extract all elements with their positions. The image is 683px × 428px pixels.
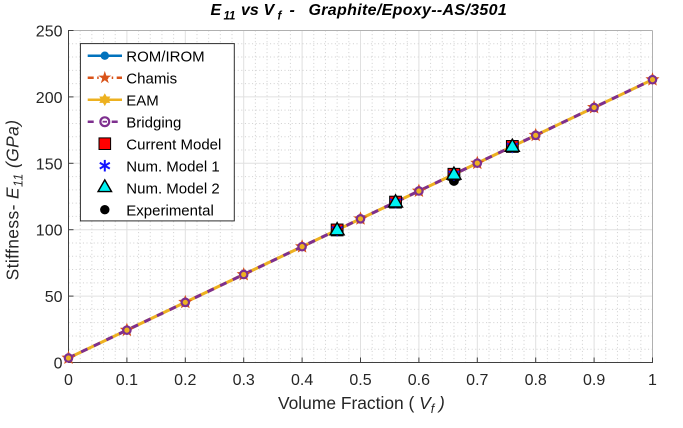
svg-text:Chamis: Chamis <box>126 70 177 87</box>
svg-text:0.1: 0.1 <box>116 372 138 389</box>
svg-text:0.7: 0.7 <box>466 372 488 389</box>
svg-text:1: 1 <box>648 372 657 389</box>
svg-text:0.9: 0.9 <box>583 372 605 389</box>
svg-text:50: 50 <box>45 289 63 306</box>
svg-text:0: 0 <box>54 356 63 373</box>
svg-text:0.6: 0.6 <box>408 372 430 389</box>
svg-text:150: 150 <box>36 156 63 173</box>
svg-text:0.8: 0.8 <box>525 372 547 389</box>
svg-text:0.3: 0.3 <box>233 372 255 389</box>
svg-text:0.5: 0.5 <box>349 372 371 389</box>
svg-text:100: 100 <box>36 223 63 240</box>
svg-text:200: 200 <box>36 90 63 107</box>
svg-text:Current Model: Current Model <box>126 136 221 153</box>
svg-text:Experimental: Experimental <box>126 202 214 219</box>
svg-text:Stiffness- E11 (GPa): Stiffness- E11 (GPa) <box>3 120 26 281</box>
svg-text:Num. Model 2: Num. Model 2 <box>126 180 219 197</box>
svg-text:0: 0 <box>64 372 73 389</box>
svg-text:EAM: EAM <box>126 92 159 109</box>
svg-text:0.2: 0.2 <box>174 372 196 389</box>
svg-text:Bridging: Bridging <box>126 114 181 131</box>
svg-text:Volume Fraction ( Vf ): Volume Fraction ( Vf ) <box>278 393 445 416</box>
svg-text:250: 250 <box>36 24 63 41</box>
svg-text:0.4: 0.4 <box>291 372 313 389</box>
svg-text:ROM/IROM: ROM/IROM <box>126 48 204 65</box>
svg-text:Num. Model 1: Num. Model 1 <box>126 158 219 175</box>
